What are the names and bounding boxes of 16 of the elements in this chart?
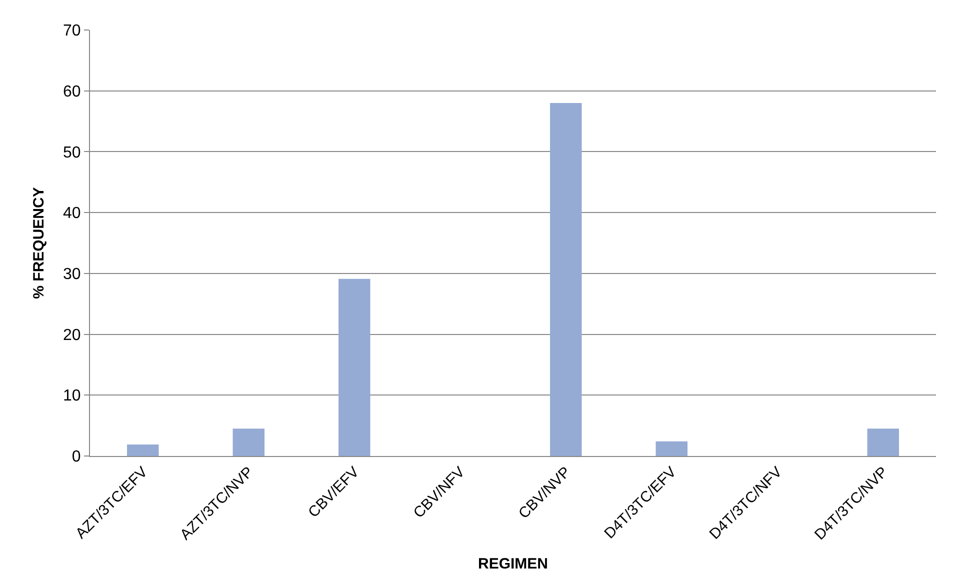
bar <box>550 103 582 456</box>
bar <box>338 278 370 456</box>
x-axis-title: REGIMEN <box>478 555 548 572</box>
y-tick-label: 50 <box>63 144 81 162</box>
y-tick-label: 10 <box>63 388 81 405</box>
y-tick-label: 60 <box>63 83 81 100</box>
bar <box>867 428 899 456</box>
y-axis-title: % FREQUENCY <box>30 187 48 299</box>
y-tick-label: 30 <box>63 266 81 284</box>
bar <box>127 444 159 456</box>
bar <box>656 441 688 456</box>
bar <box>232 428 264 456</box>
y-tick-label: 0 <box>72 448 81 466</box>
y-tick-label: 20 <box>63 326 81 344</box>
y-tick-label: 40 <box>63 205 81 222</box>
y-tick-label: 70 <box>63 22 81 40</box>
